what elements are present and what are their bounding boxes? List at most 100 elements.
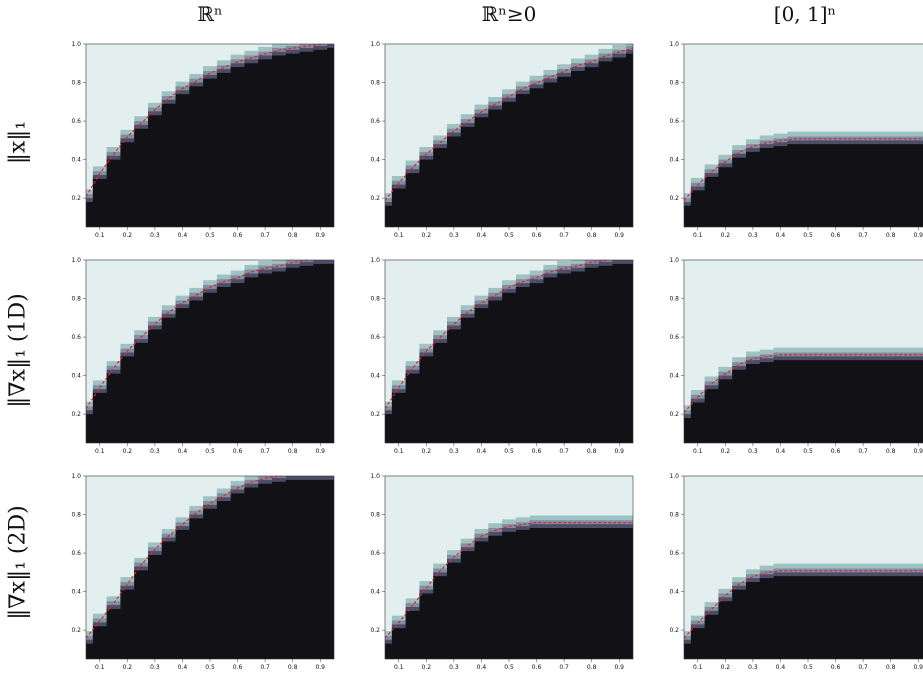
x-tick-label: 0.3 (449, 448, 459, 455)
y-tick-label: 0.8 (370, 80, 380, 87)
x-tick-label: 0.4 (776, 448, 786, 455)
y-tick-label: 0.4 (71, 157, 81, 164)
x-tick-label: 0.3 (150, 448, 160, 455)
y-tick-label: 0.6 (669, 550, 679, 557)
x-tick-label: 0.8 (288, 448, 298, 455)
x-tick-label: 0.3 (748, 448, 758, 455)
x-tick-label: 0.1 (394, 664, 404, 671)
y-tick-label: 0.8 (669, 512, 679, 519)
y-tick-label: 0.4 (669, 157, 679, 164)
boundary-curve (385, 47, 633, 201)
x-tick-label: 0.9 (913, 232, 923, 239)
column-title-unit-box: [0, 1]ⁿ (773, 2, 837, 26)
y-tick-label: 0.8 (669, 296, 679, 303)
x-tick-label: 0.1 (693, 448, 703, 455)
x-tick-label: 0.1 (95, 448, 105, 455)
panel-2-1: 0.2 0.4 0.6 0.8 1.0 0.1 0.2 0.3 0.4 0.5 0.6 0.7 0.8 0… (370, 473, 634, 671)
x-tick-label: 0.2 (721, 448, 731, 455)
x-tick-label: 0.3 (449, 232, 459, 239)
x-tick-label: 0.4 (477, 664, 487, 671)
y-tick-label: 0.4 (370, 373, 380, 380)
boundary-curve (385, 260, 613, 410)
y-tick-label: 0.4 (669, 373, 679, 380)
boundary-curve (86, 260, 314, 410)
x-tick-label: 0.9 (614, 232, 624, 239)
y-tick-label: 0.6 (71, 550, 81, 557)
x-tick-label: 0.3 (748, 232, 758, 239)
y-tick-label: 1.0 (71, 41, 81, 48)
x-tick-label: 0.5 (504, 232, 514, 239)
x-tick-label: 0.5 (504, 664, 514, 671)
y-tick-label: 0.8 (71, 512, 81, 519)
x-tick-label: 0.4 (178, 232, 188, 239)
y-tick-label: 0.2 (71, 627, 81, 634)
x-tick-label: 0.7 (260, 448, 270, 455)
x-tick-label: 0.3 (150, 664, 160, 671)
boundary-curve (684, 570, 923, 639)
x-tick-label: 0.9 (614, 664, 624, 671)
x-tick-label: 0.5 (205, 448, 215, 455)
y-tick-label: 0.4 (71, 373, 81, 380)
x-tick-label: 0.8 (587, 232, 597, 239)
y-tick-label: 0.6 (71, 118, 81, 125)
x-tick-label: 0.6 (831, 664, 841, 671)
y-tick-label: 0.4 (370, 589, 380, 596)
y-tick-label: 0.4 (71, 589, 81, 596)
x-tick-label: 0.5 (803, 664, 813, 671)
x-tick-label: 0.9 (913, 448, 923, 455)
x-tick-label: 0.9 (913, 664, 923, 671)
x-tick-label: 0.2 (721, 232, 731, 239)
x-tick-label: 0.6 (831, 232, 841, 239)
x-tick-label: 0.7 (260, 232, 270, 239)
x-tick-label: 0.6 (233, 448, 243, 455)
x-tick-label: 0.9 (315, 448, 325, 455)
x-tick-label: 0.7 (858, 232, 868, 239)
panel-0-1: 0.2 0.4 0.6 0.8 1.0 0.1 0.2 0.3 0.4 0.5 0.6 0.7 0.8 0… (370, 41, 634, 239)
dark-region (385, 528, 633, 659)
x-tick-label: 0.2 (721, 664, 731, 671)
dark-region (684, 360, 923, 443)
dark-region (385, 53, 633, 227)
y-tick-label: 0.8 (370, 296, 380, 303)
x-tick-label: 0.7 (858, 448, 868, 455)
y-tick-label: 1.0 (370, 257, 380, 264)
y-tick-label: 0.2 (669, 195, 679, 202)
x-tick-label: 0.4 (477, 448, 487, 455)
x-tick-label: 0.5 (803, 448, 813, 455)
x-tick-label: 0.5 (205, 664, 215, 671)
x-tick-label: 0.4 (776, 232, 786, 239)
y-tick-label: 0.2 (370, 411, 380, 418)
x-tick-label: 0.8 (587, 448, 597, 455)
y-tick-label: 0.4 (669, 589, 679, 596)
boundary-curve (86, 44, 328, 197)
y-tick-label: 1.0 (71, 473, 81, 480)
x-tick-label: 0.1 (394, 232, 404, 239)
y-tick-label: 0.2 (669, 411, 679, 418)
x-tick-label: 0.4 (477, 232, 487, 239)
x-tick-label: 0.4 (776, 664, 786, 671)
y-tick-label: 0.2 (370, 627, 380, 634)
x-tick-label: 0.6 (532, 448, 542, 455)
x-tick-label: 0.6 (831, 448, 841, 455)
x-tick-label: 0.8 (288, 664, 298, 671)
x-tick-label: 0.7 (858, 664, 868, 671)
y-tick-label: 1.0 (669, 257, 679, 264)
x-tick-label: 0.1 (95, 664, 105, 671)
dark-region (385, 263, 633, 443)
dark-region (86, 263, 334, 443)
x-tick-label: 0.1 (95, 232, 105, 239)
x-tick-label: 0.2 (123, 448, 133, 455)
dark-region (684, 144, 923, 227)
x-tick-label: 0.1 (394, 448, 404, 455)
column-title-rn: ℝⁿ (197, 2, 223, 26)
x-tick-label: 0.9 (315, 232, 325, 239)
x-tick-label: 0.1 (693, 664, 703, 671)
panel-0-2: 0.2 0.4 0.6 0.8 1.0 0.1 0.2 0.3 0.4 0.5 0.6 0.7 0.8 0… (669, 41, 923, 239)
x-tick-label: 0.3 (748, 664, 758, 671)
y-tick-label: 0.8 (71, 80, 81, 87)
y-tick-label: 0.6 (669, 334, 679, 341)
panel-2-0: 0.2 0.4 0.6 0.8 1.0 0.1 0.2 0.3 0.4 0.5 0.6 0.7 0.8 0… (71, 473, 335, 671)
boundary-curve (684, 138, 923, 201)
x-tick-label: 0.7 (559, 664, 569, 671)
y-tick-label: 0.2 (669, 627, 679, 634)
